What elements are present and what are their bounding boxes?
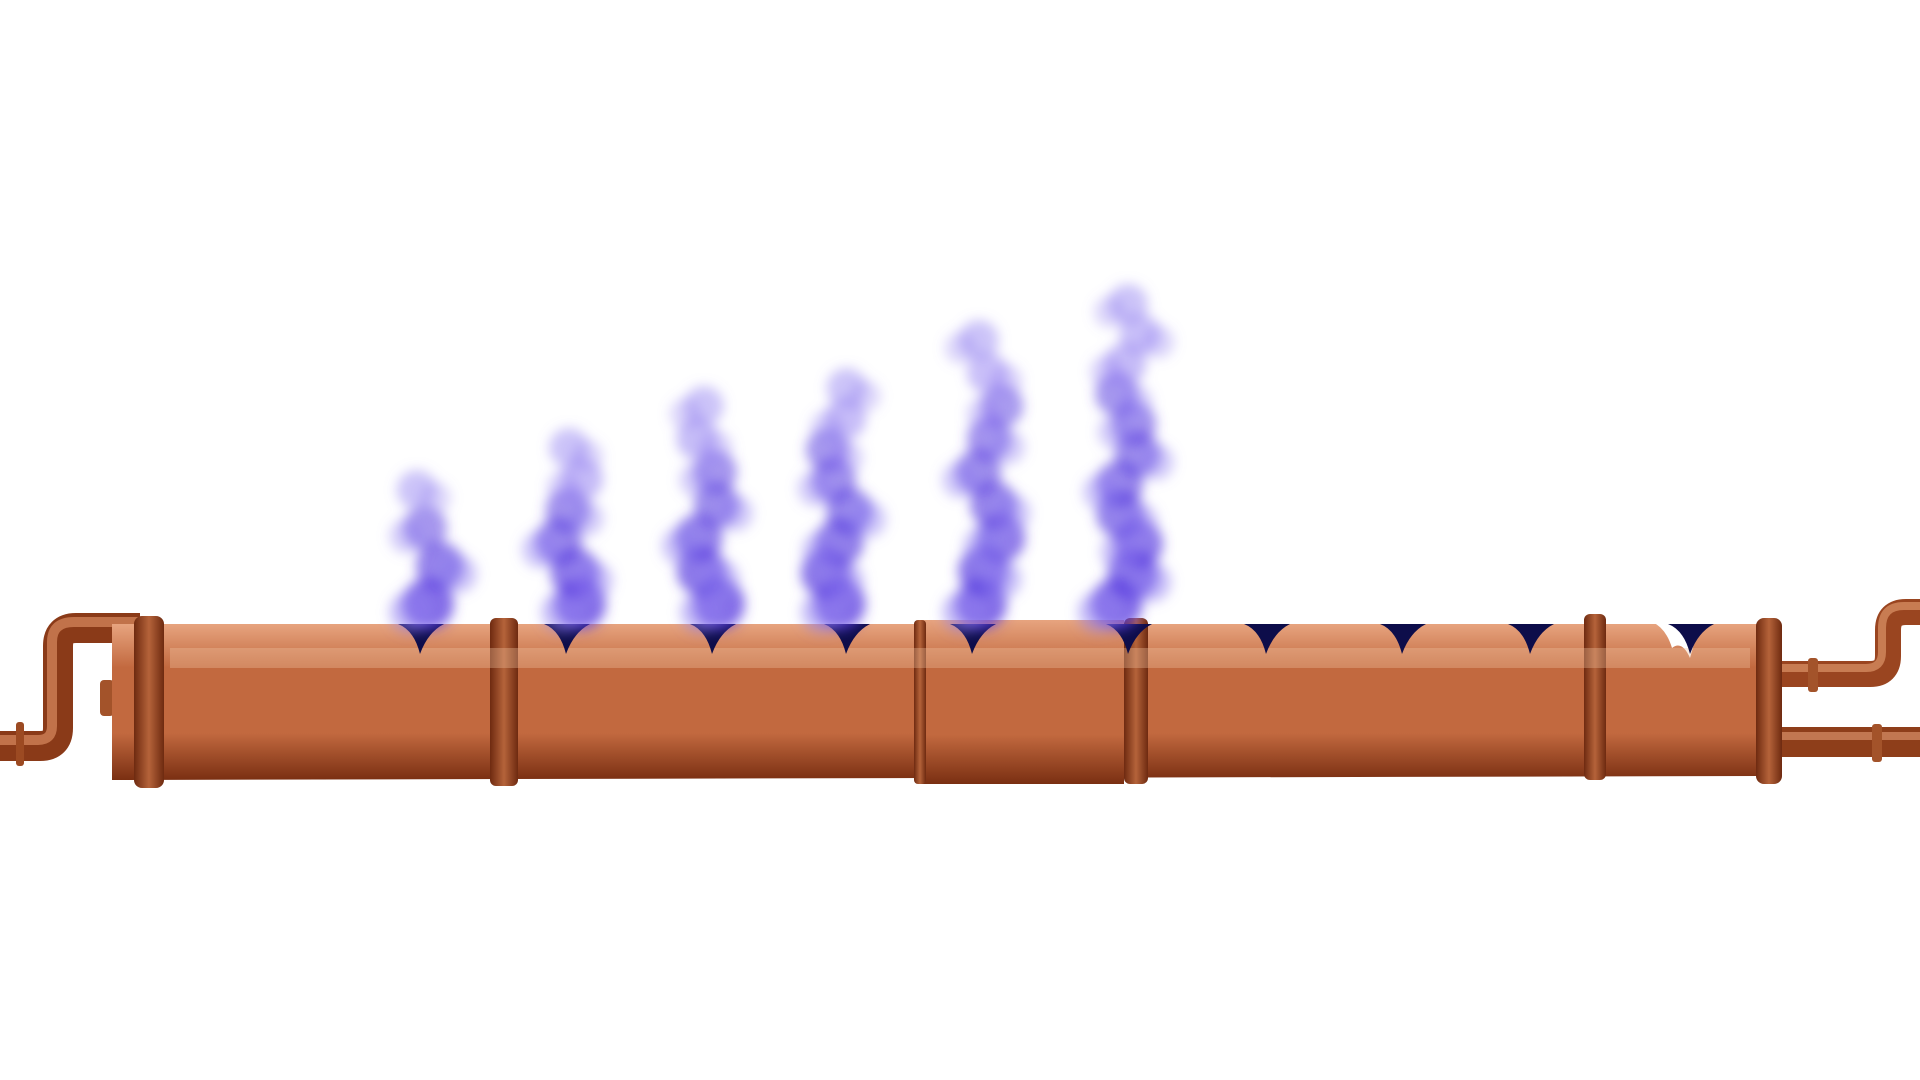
smoke-plume-6 (1077, 284, 1175, 633)
pipe-band-4 (1584, 614, 1606, 780)
smoke-plumes (389, 284, 1175, 633)
pipe-hole-4 (824, 624, 870, 654)
right-outlet-pipes (1770, 599, 1920, 762)
pipe-hole-10 (1668, 624, 1714, 654)
pipe-band-3 (1124, 618, 1148, 784)
main-copper-pipe (112, 614, 1782, 788)
left-end-cap (134, 616, 164, 788)
right-end-cap (1756, 618, 1782, 784)
smoke-plume-2 (521, 428, 613, 633)
smoke-plume-1 (389, 470, 478, 633)
smoke-plume-5 (941, 320, 1031, 633)
pipe-hole-7 (1244, 624, 1290, 654)
pipe-hole-9 (1508, 624, 1554, 654)
pipe-hole-8 (1380, 624, 1426, 654)
pipe-coupling-segment (918, 620, 1124, 784)
pipe-band-2 (914, 620, 926, 784)
smoke-plume-3 (661, 386, 754, 633)
pipe-band-1 (490, 618, 518, 786)
pipe-hole-6 (1106, 624, 1152, 654)
smoke-plume-4 (797, 368, 887, 633)
left-inlet-pipe (0, 613, 140, 766)
